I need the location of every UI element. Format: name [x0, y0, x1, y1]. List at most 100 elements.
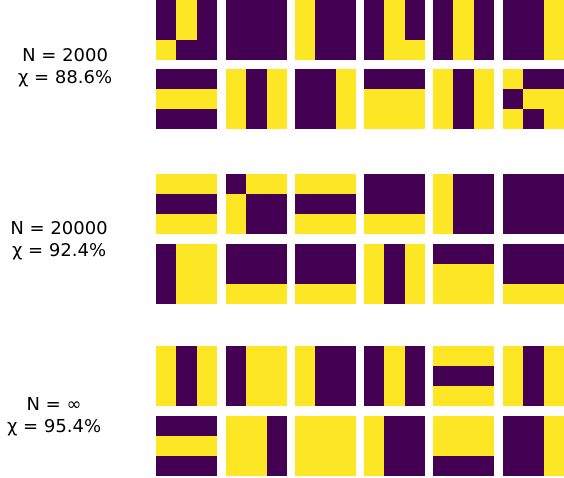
pattern-tile [364, 346, 425, 406]
pattern-cell [226, 194, 246, 214]
pattern-cell [156, 174, 176, 194]
pattern-cell [156, 386, 176, 406]
pattern-cell [523, 456, 544, 476]
pattern-cell [433, 346, 453, 366]
pattern-cell [384, 109, 405, 129]
pattern-cell [336, 416, 356, 436]
pattern-cell [523, 214, 544, 234]
pattern-cell [453, 194, 474, 214]
pattern-cell [405, 174, 425, 194]
pattern-cell [156, 284, 176, 304]
pattern-cell [544, 20, 564, 40]
pattern-cell [336, 264, 356, 284]
pattern-cell [315, 89, 336, 109]
pattern-cell [384, 416, 405, 436]
pattern-cell [197, 386, 217, 406]
pattern-cell [336, 456, 356, 476]
pattern-tile [295, 416, 356, 476]
pattern-cell [364, 436, 384, 456]
pattern-cell [523, 284, 544, 304]
pattern-cell [433, 174, 453, 194]
pattern-cell [453, 69, 474, 89]
pattern-tile [433, 0, 494, 60]
pattern-cell [176, 40, 197, 60]
pattern-cell [405, 456, 425, 476]
pattern-cell [176, 386, 197, 406]
pattern-cell [523, 386, 544, 406]
pattern-cell [295, 174, 315, 194]
pattern-cell [453, 456, 474, 476]
pattern-cell [523, 174, 544, 194]
sample-size-label: N = 2000 [22, 45, 108, 66]
pattern-cell [226, 69, 246, 89]
pattern-cell [197, 346, 217, 366]
pattern-cell [176, 109, 197, 129]
pattern-tile [156, 244, 217, 304]
pattern-cell [384, 346, 405, 366]
pattern-cell [226, 20, 246, 40]
pattern-tile [503, 244, 564, 304]
pattern-cell [197, 436, 217, 456]
pattern-cell [474, 0, 494, 20]
pattern-tile [433, 69, 494, 129]
pattern-cell [503, 436, 523, 456]
pattern-cell [433, 416, 453, 436]
pattern-cell [246, 214, 267, 234]
pattern-cell [503, 284, 523, 304]
sample-size-label: N = ∞ [26, 394, 82, 415]
pattern-cell [544, 436, 564, 456]
pattern-tile [156, 69, 217, 129]
pattern-cell [384, 264, 405, 284]
pattern-cell [433, 109, 453, 129]
pattern-cell [295, 264, 315, 284]
pattern-cell [433, 386, 453, 406]
pattern-tile [295, 244, 356, 304]
pattern-cell [364, 456, 384, 476]
sample-size-label: N = 20000 [10, 218, 108, 239]
pattern-cell [295, 436, 315, 456]
pattern-cell [336, 109, 356, 129]
pattern-cell [544, 386, 564, 406]
pattern-cell [433, 69, 453, 89]
pattern-cell [226, 456, 246, 476]
pattern-cell [503, 264, 523, 284]
pattern-cell [267, 264, 287, 284]
pattern-cell [197, 40, 217, 60]
pattern-cell [405, 89, 425, 109]
pattern-cell [295, 244, 315, 264]
pattern-cell [544, 214, 564, 234]
pattern-cell [267, 284, 287, 304]
pattern-cell [544, 284, 564, 304]
pattern-tile [295, 174, 356, 234]
pattern-cell [433, 40, 453, 60]
pattern-cell [523, 20, 544, 40]
pattern-cell [474, 214, 494, 234]
pattern-cell [474, 40, 494, 60]
pattern-cell [315, 346, 336, 366]
pattern-cell [474, 174, 494, 194]
pattern-cell [453, 346, 474, 366]
pattern-cell [246, 40, 267, 60]
pattern-cell [503, 89, 523, 109]
pattern-cell [226, 386, 246, 406]
pattern-cell [453, 109, 474, 129]
accuracy-label: χ = 88.6% [17, 67, 113, 88]
pattern-cell [405, 214, 425, 234]
pattern-cell [295, 0, 315, 20]
pattern-cell [246, 89, 267, 109]
pattern-cell [474, 244, 494, 264]
pattern-cell [246, 416, 267, 436]
pattern-cell [295, 346, 315, 366]
pattern-cell [433, 194, 453, 214]
pattern-cell [503, 20, 523, 40]
pattern-tile [503, 346, 564, 406]
pattern-cell [176, 174, 197, 194]
pattern-cell [474, 386, 494, 406]
pattern-cell [156, 40, 176, 60]
pattern-cell [336, 0, 356, 20]
pattern-tile [503, 174, 564, 234]
pattern-tile [503, 0, 564, 60]
pattern-cell [503, 366, 523, 386]
